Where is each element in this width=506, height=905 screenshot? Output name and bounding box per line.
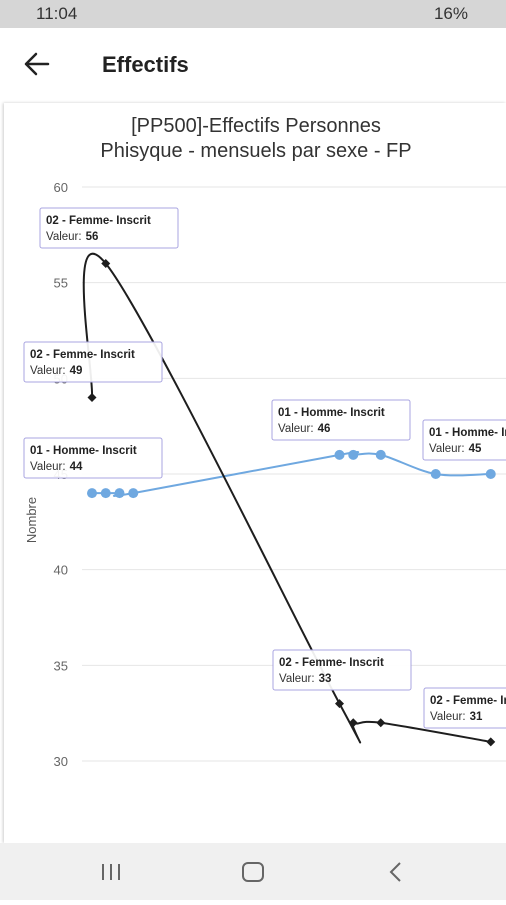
- tooltip-label: Valeur:: [430, 711, 466, 723]
- tooltip-box: [423, 687, 506, 729]
- tooltip-title: 02 - Femme- Inscrit: [46, 215, 151, 227]
- tooltip-value: 31: [470, 711, 483, 723]
- point: [348, 449, 359, 460]
- tooltip-box: [23, 341, 163, 383]
- tooltip-title: 01 - Homme- Inscrit: [429, 427, 506, 439]
- point: [335, 699, 344, 709]
- y-tick-label: 60: [54, 180, 68, 195]
- tooltip-title: 01 - Homme- Inscrit: [278, 407, 385, 419]
- home[interactable]: [242, 862, 264, 882]
- back-button[interactable]: [18, 44, 58, 84]
- tooltip-value: 49: [70, 365, 83, 377]
- point: [375, 449, 386, 460]
- point: [334, 449, 345, 460]
- y-tick-label: 30: [54, 754, 68, 769]
- tooltip-box: [272, 649, 412, 691]
- tooltip-label: Valeur:: [429, 443, 465, 455]
- app-title: Effectifs: [102, 52, 189, 77]
- y-tick-label: 40: [54, 563, 68, 578]
- tooltip: 02 - Femme- Inscrit Valeur: 31: [423, 687, 506, 729]
- point: [114, 488, 125, 499]
- chart-title: [PP500]-Effectifs Personnes: [131, 115, 381, 137]
- tooltip-label: Valeur:: [279, 673, 315, 685]
- tooltip-value: 33: [319, 673, 332, 685]
- chart-title: Phisyque - mensuels par sexe - FP: [100, 140, 411, 162]
- tooltip-title: 02 - Femme- Inscrit: [279, 657, 384, 669]
- point: [87, 392, 97, 402]
- point: [348, 718, 358, 728]
- tooltip-box: [271, 399, 411, 441]
- chart: [PP500]-Effectifs Personnes Phisyque - me…: [23, 115, 506, 769]
- clock: 11:04: [36, 4, 78, 23]
- nav-icons: [102, 862, 401, 882]
- tooltip-label: Valeur:: [30, 461, 66, 473]
- point: [100, 488, 111, 499]
- nav-bar: [0, 843, 506, 900]
- y-tick-label: 55: [54, 276, 68, 291]
- app-bar: Effectifs: [0, 28, 506, 100]
- tooltip-label: Valeur:: [46, 231, 82, 243]
- status-bar: 11:04 16%: [0, 0, 506, 28]
- tooltip-value: 46: [318, 423, 331, 435]
- point: [87, 488, 97, 499]
- chart-card: [PP500]-Effectifs Personnes Phisyque - me…: [4, 103, 506, 843]
- tooltip-title: 02 - Femme- Inscrit: [30, 349, 135, 361]
- point: [128, 488, 139, 499]
- y-tick-label: 35: [54, 658, 68, 673]
- tooltip-value: 56: [86, 231, 99, 243]
- tooltip-label: Valeur:: [30, 365, 66, 377]
- tooltip: 01 - Homme- Inscrit Valeur: 46: [271, 399, 411, 441]
- back[interactable]: [389, 862, 401, 882]
- point: [376, 718, 386, 728]
- tooltip-box: [23, 437, 163, 479]
- y-axis-label: Nombre: [24, 497, 39, 543]
- point: [485, 469, 496, 479]
- tooltip-title: 01 - Homme- Inscrit: [30, 445, 137, 457]
- tooltip: 02 - Femme- Inscrit Valeur: 49: [23, 341, 163, 383]
- tooltip-value: 44: [70, 461, 83, 473]
- tooltip-box: [422, 419, 506, 461]
- tooltip-title: 02 - Femme- Inscrit: [430, 695, 506, 707]
- recent-apps[interactable]: [102, 864, 120, 880]
- point: [101, 259, 111, 269]
- tooltip: 01 - Homme- Inscrit Valeur: 45: [422, 419, 506, 461]
- point: [430, 469, 441, 479]
- series-line: [91, 451, 491, 497]
- tooltip-value: 45: [469, 443, 482, 455]
- tooltip-label: Valeur:: [278, 423, 314, 435]
- tooltip-box: [39, 207, 179, 249]
- tooltip: 02 - Femme- Inscrit Valeur: 33: [272, 649, 412, 691]
- tooltip: 02 - Femme- Inscrit Valeur: 56: [39, 207, 179, 249]
- battery: 16%: [433, 4, 468, 23]
- tooltip: 01 - Homme- Inscrit Valeur: 44: [23, 437, 163, 479]
- point: [486, 737, 496, 747]
